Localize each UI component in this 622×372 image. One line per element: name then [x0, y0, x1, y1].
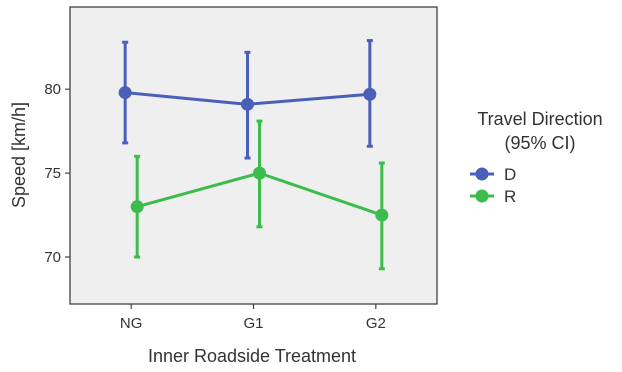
legend-key-point	[475, 167, 489, 181]
legend: Travel Direction (95% CI) DR	[470, 109, 603, 206]
y-tick-label: 80	[44, 81, 61, 98]
data-point-d	[118, 86, 132, 100]
plot-panel	[69, 6, 438, 305]
legend-title-line2: (95% CI)	[504, 133, 575, 153]
legend-label: R	[504, 187, 516, 206]
legend-label: D	[504, 165, 516, 184]
data-point-r	[375, 208, 389, 222]
x-tick-label: G2	[366, 315, 386, 332]
legend-key-point	[475, 189, 489, 203]
series-d	[118, 39, 377, 160]
series-r	[130, 119, 389, 271]
legend-item-r: R	[470, 187, 516, 206]
x-tick-label: NG	[120, 315, 143, 332]
y-tick-label: 70	[44, 249, 61, 266]
x-axis-title: Inner Roadside Treatment	[148, 346, 356, 366]
x-tick-label: G1	[243, 315, 263, 332]
legend-item-d: D	[470, 165, 516, 184]
data-point-d	[241, 97, 254, 111]
axes: 70 75 80 NG G1 G2	[44, 81, 386, 332]
legend-items: DR	[470, 165, 516, 206]
legend-title-line1: Travel Direction	[477, 109, 602, 129]
data-point-r	[130, 200, 144, 214]
plot-marks	[118, 39, 389, 271]
data-point-r	[253, 166, 266, 180]
y-axis-title: Speed [km/h]	[9, 102, 29, 208]
y-tick-label: 75	[44, 165, 61, 182]
data-point-d	[363, 87, 377, 101]
